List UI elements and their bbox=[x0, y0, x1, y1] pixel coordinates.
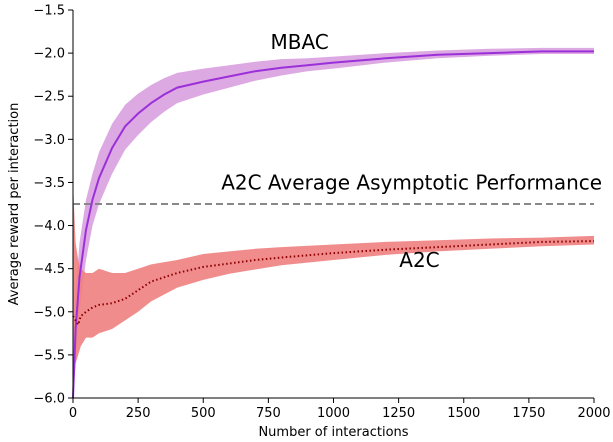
y-tick-label: −1.5 bbox=[33, 4, 65, 19]
x-tick-label: 0 bbox=[69, 406, 77, 421]
a2c-confidence-band bbox=[73, 182, 594, 398]
y-tick-label: −6.0 bbox=[33, 392, 65, 407]
mbac-mean-line bbox=[72, 50, 594, 399]
y-axis-label: Average reward per interaction bbox=[7, 103, 22, 306]
x-tick-label: 500 bbox=[191, 406, 216, 421]
annotation-a2c-average-asymptotic-performance: A2C Average Asymptotic Performance bbox=[221, 170, 602, 194]
ticks: 0 250 500 750 1000 1250 1500 1750 2000 −6.0 −5.5 −5… bbox=[33, 4, 610, 422]
y-tick-label: −2.0 bbox=[33, 47, 65, 62]
y-tick-label: −4.5 bbox=[33, 262, 65, 277]
x-tick-label: 1000 bbox=[317, 406, 350, 421]
x-tick-label: 1250 bbox=[382, 406, 415, 421]
y-tick-label: −5.0 bbox=[33, 305, 65, 320]
x-tick-label: 1750 bbox=[512, 406, 545, 421]
x-tick-label: 2000 bbox=[577, 406, 610, 421]
y-tick-label: −4.0 bbox=[33, 219, 65, 234]
y-tick-label: −3.5 bbox=[33, 176, 65, 191]
a2c-mean-line bbox=[72, 240, 595, 328]
annotation-mbac: MBAC bbox=[270, 30, 328, 54]
y-tick-label: −2.5 bbox=[33, 90, 65, 105]
x-axis-label: Number of interactions bbox=[258, 425, 408, 440]
y-tick-label: −5.5 bbox=[33, 348, 65, 363]
annotation-a2c: A2C bbox=[399, 248, 439, 272]
mbac-confidence-band bbox=[73, 47, 594, 399]
x-tick-label: 750 bbox=[256, 406, 281, 421]
y-tick-label: −3.0 bbox=[33, 133, 65, 148]
plot-area bbox=[72, 47, 595, 399]
x-tick-label: 250 bbox=[126, 406, 151, 421]
annotations: MBAC A2C Average Asymptotic Performance A2… bbox=[221, 30, 602, 272]
x-tick-label: 1500 bbox=[447, 406, 480, 421]
